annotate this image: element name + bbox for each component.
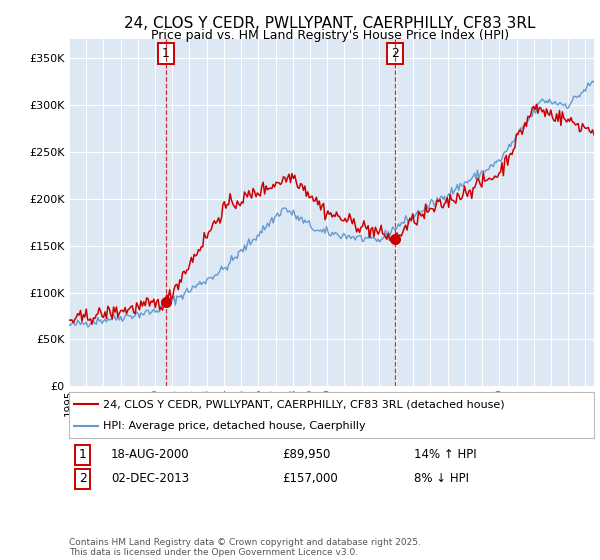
Text: HPI: Average price, detached house, Caerphilly: HPI: Average price, detached house, Caer… <box>103 421 366 431</box>
Text: 1: 1 <box>162 46 170 59</box>
Text: 1: 1 <box>79 448 87 461</box>
Text: £89,950: £89,950 <box>282 448 331 461</box>
Text: 2: 2 <box>79 472 87 486</box>
Text: Price paid vs. HM Land Registry's House Price Index (HPI): Price paid vs. HM Land Registry's House … <box>151 29 509 42</box>
Text: 02-DEC-2013: 02-DEC-2013 <box>111 472 189 486</box>
Text: 8% ↓ HPI: 8% ↓ HPI <box>414 472 469 486</box>
Text: 18-AUG-2000: 18-AUG-2000 <box>111 448 190 461</box>
Text: Contains HM Land Registry data © Crown copyright and database right 2025.
This d: Contains HM Land Registry data © Crown c… <box>69 538 421 557</box>
Text: 14% ↑ HPI: 14% ↑ HPI <box>414 448 476 461</box>
Text: 24, CLOS Y CEDR, PWLLYPANT, CAERPHILLY, CF83 3RL (detached house): 24, CLOS Y CEDR, PWLLYPANT, CAERPHILLY, … <box>103 399 505 409</box>
Text: £157,000: £157,000 <box>282 472 338 486</box>
Text: 24, CLOS Y CEDR, PWLLYPANT, CAERPHILLY, CF83 3RL: 24, CLOS Y CEDR, PWLLYPANT, CAERPHILLY, … <box>124 16 536 31</box>
Text: 2: 2 <box>391 46 398 59</box>
